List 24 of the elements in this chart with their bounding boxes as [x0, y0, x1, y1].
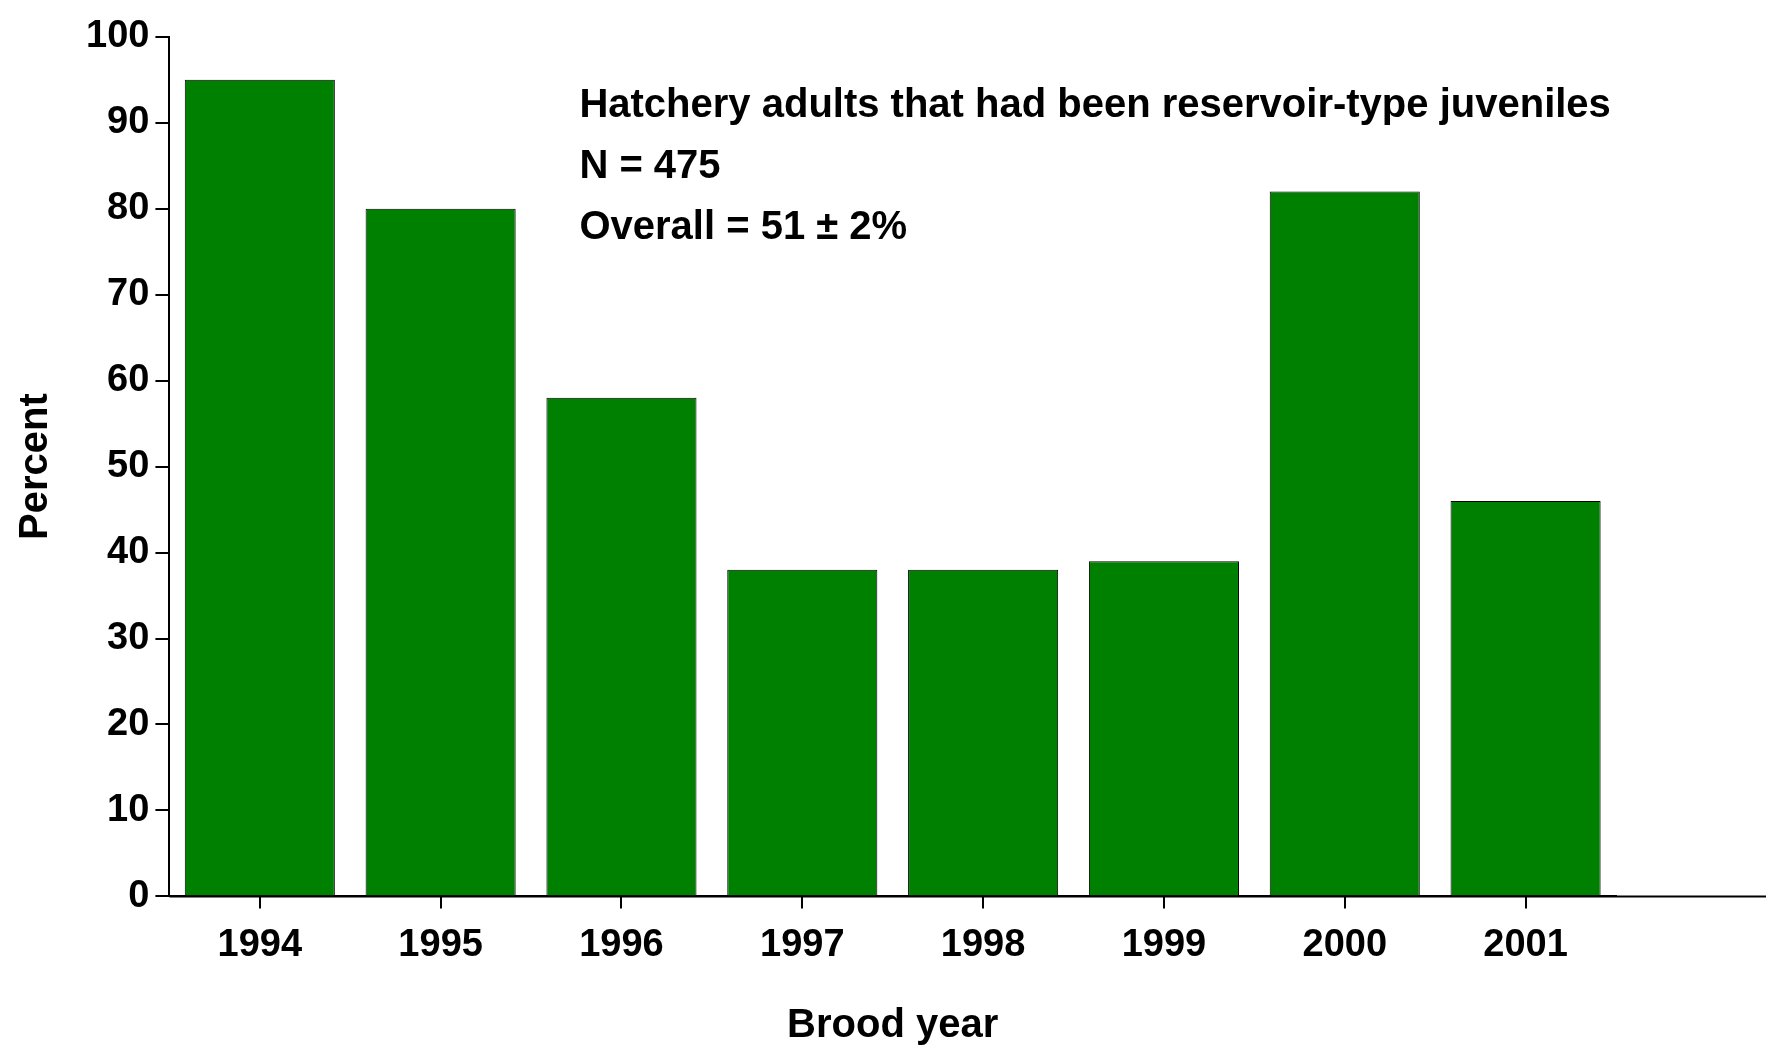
- y-tick-label: 10: [107, 786, 150, 829]
- y-tick-label: 80: [107, 185, 150, 228]
- y-axis-title: Percent: [11, 393, 56, 540]
- annotation: N = 475: [579, 141, 721, 186]
- x-tick-label: 1997: [760, 921, 845, 964]
- y-tick-label: 0: [128, 872, 150, 915]
- x-tick-label: 2001: [1483, 921, 1568, 964]
- y-tick-label: 100: [86, 13, 150, 56]
- y-tick-label: 20: [107, 700, 150, 743]
- x-tick-label: 2000: [1302, 921, 1388, 964]
- x-tick-label: 1996: [579, 921, 664, 964]
- x-tick-label: 1994: [217, 921, 303, 964]
- x-tick-label: 1999: [1121, 921, 1207, 964]
- x-axis-title: Brood year: [787, 1001, 999, 1046]
- y-tick-label: 40: [107, 529, 150, 572]
- y-tick-label: 70: [107, 271, 150, 314]
- y-tick-label: 90: [107, 99, 150, 142]
- annotation: Overall = 51 ± 2%: [579, 202, 908, 247]
- x-tick-label: 1998: [940, 921, 1026, 964]
- y-tick-label: 30: [107, 615, 150, 657]
- y-tick-label: 50: [107, 443, 150, 486]
- annotation: Hatchery adults that had been reservoir-type juveniles: [579, 80, 1611, 125]
- y-tick-label: 60: [107, 357, 150, 400]
- x-tick-label: 1995: [398, 921, 483, 964]
